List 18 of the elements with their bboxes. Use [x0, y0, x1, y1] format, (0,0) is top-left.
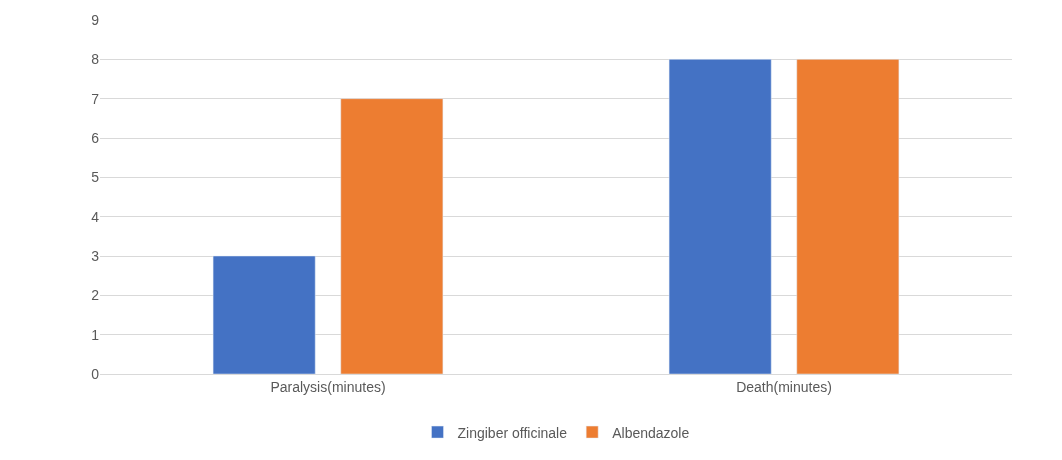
legend-label: Zingiber officinale	[457, 424, 568, 441]
y-tick-label: 5	[91, 169, 100, 186]
y-tick-label: 7	[91, 90, 100, 107]
bar	[340, 98, 444, 374]
legend-label: Albendazole	[612, 424, 690, 441]
y-tick-label: 3	[91, 247, 100, 264]
bar	[668, 59, 772, 374]
y-tick-label: 0	[91, 365, 100, 382]
y-tick-label: 8	[91, 51, 100, 68]
y-tick-label: 9	[91, 11, 100, 28]
bar	[796, 59, 900, 374]
y-tick-label: 1	[91, 326, 100, 343]
x-tick-label: Death(minutes)	[736, 378, 832, 395]
y-tick-label: 4	[91, 208, 100, 225]
y-tick-label: 6	[91, 129, 100, 146]
bar	[212, 255, 316, 374]
y-tick-label: 2	[91, 287, 100, 304]
x-tick-label: Paralysis(minutes)	[270, 378, 386, 395]
